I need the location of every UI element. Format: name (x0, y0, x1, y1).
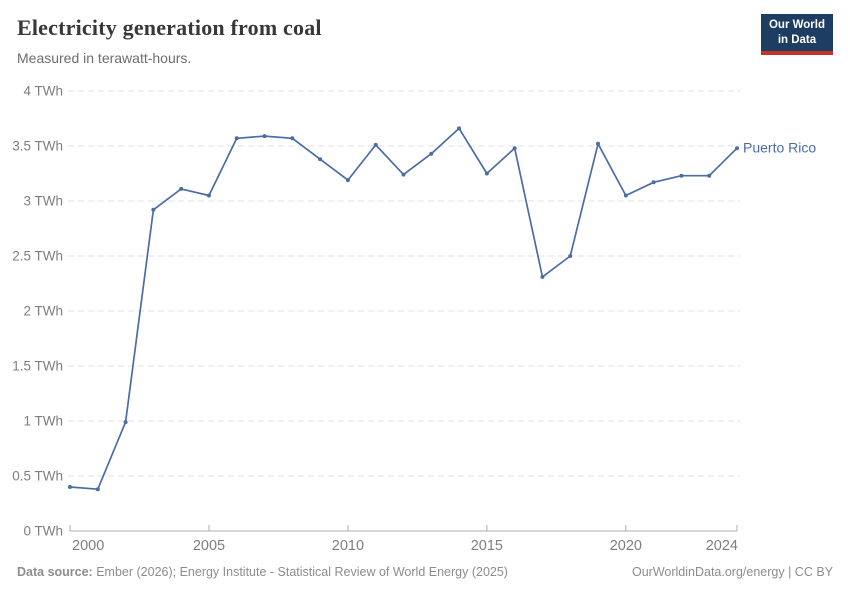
y-axis-label: 2.5 TWh (12, 249, 63, 264)
x-axis-label: 2010 (332, 538, 364, 554)
data-point (179, 186, 184, 191)
data-point (151, 207, 156, 212)
x-axis-label: 2000 (72, 538, 104, 554)
data-point (68, 485, 72, 489)
y-axis-label: 2 TWh (23, 304, 63, 319)
data-point (679, 173, 684, 178)
data-point (95, 487, 100, 492)
data-point (401, 172, 406, 177)
data-point (512, 146, 517, 151)
x-axis-label: 2024 (706, 538, 738, 554)
page-title: Electricity generation from coal (17, 15, 322, 40)
data-point (457, 126, 462, 131)
data-source-text: Ember (2026); Energy Institute - Statist… (92, 565, 508, 579)
data-point (234, 136, 239, 141)
chart-subtitle: Measured in terawatt-hours. (17, 50, 192, 66)
data-point (623, 193, 628, 198)
data-point (429, 151, 434, 156)
y-axis-label: 1 TWh (23, 414, 63, 429)
data-point (540, 274, 545, 279)
data-point (707, 173, 712, 178)
data-point (206, 193, 211, 198)
owid-logo-line1: Our World (768, 19, 825, 31)
y-axis-label: 3.5 TWh (12, 139, 63, 154)
y-axis-label: 3 TWh (23, 194, 63, 209)
data-point (568, 254, 573, 258)
y-axis-label: 1.5 TWh (12, 359, 63, 374)
data-point (290, 136, 295, 141)
data-point (345, 178, 350, 183)
y-axis-label: 0 TWh (23, 524, 63, 539)
chart-footer: Data source: Ember (2026); Energy Instit… (17, 565, 833, 579)
data-point (123, 420, 128, 425)
owid-logo: Our World in Data (760, 14, 833, 56)
data-point (318, 157, 323, 162)
x-axis-label: 2020 (610, 538, 642, 554)
y-axis-label: 0.5 TWh (12, 469, 63, 484)
data-point (262, 134, 267, 139)
data-line (69, 127, 738, 491)
data-point (484, 171, 489, 176)
data-source-label: Data source: (17, 565, 93, 579)
data-point (596, 141, 601, 146)
owid-logo-line2: in Data (777, 33, 817, 46)
x-axis-label: 2015 (471, 538, 503, 554)
credit-line: OurWorldinData.org/energy | CC BY (631, 565, 833, 579)
series-label: Puerto Rico (743, 140, 816, 156)
y-axis-label: 4 TWh (23, 84, 63, 99)
data-point (651, 180, 656, 185)
x-axis-label: 2005 (193, 538, 225, 554)
data-source: Data source: Ember (2026); Energy Instit… (17, 565, 508, 579)
data-point (373, 142, 378, 147)
data-point (735, 146, 739, 151)
